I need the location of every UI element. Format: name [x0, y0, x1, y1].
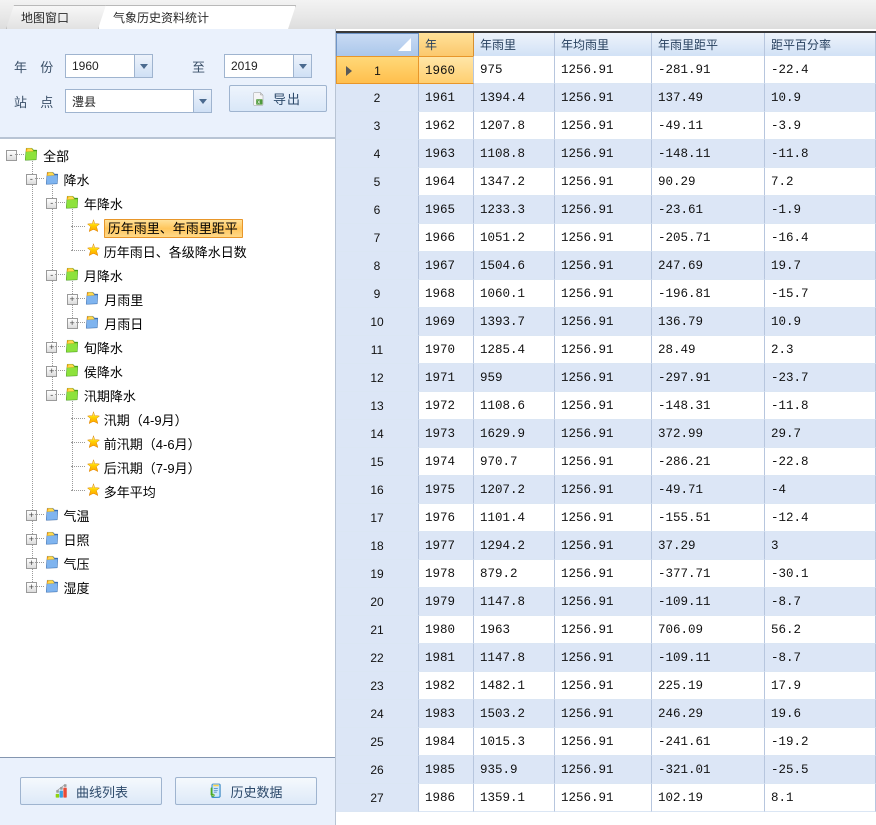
svg-text:X: X: [257, 99, 261, 104]
